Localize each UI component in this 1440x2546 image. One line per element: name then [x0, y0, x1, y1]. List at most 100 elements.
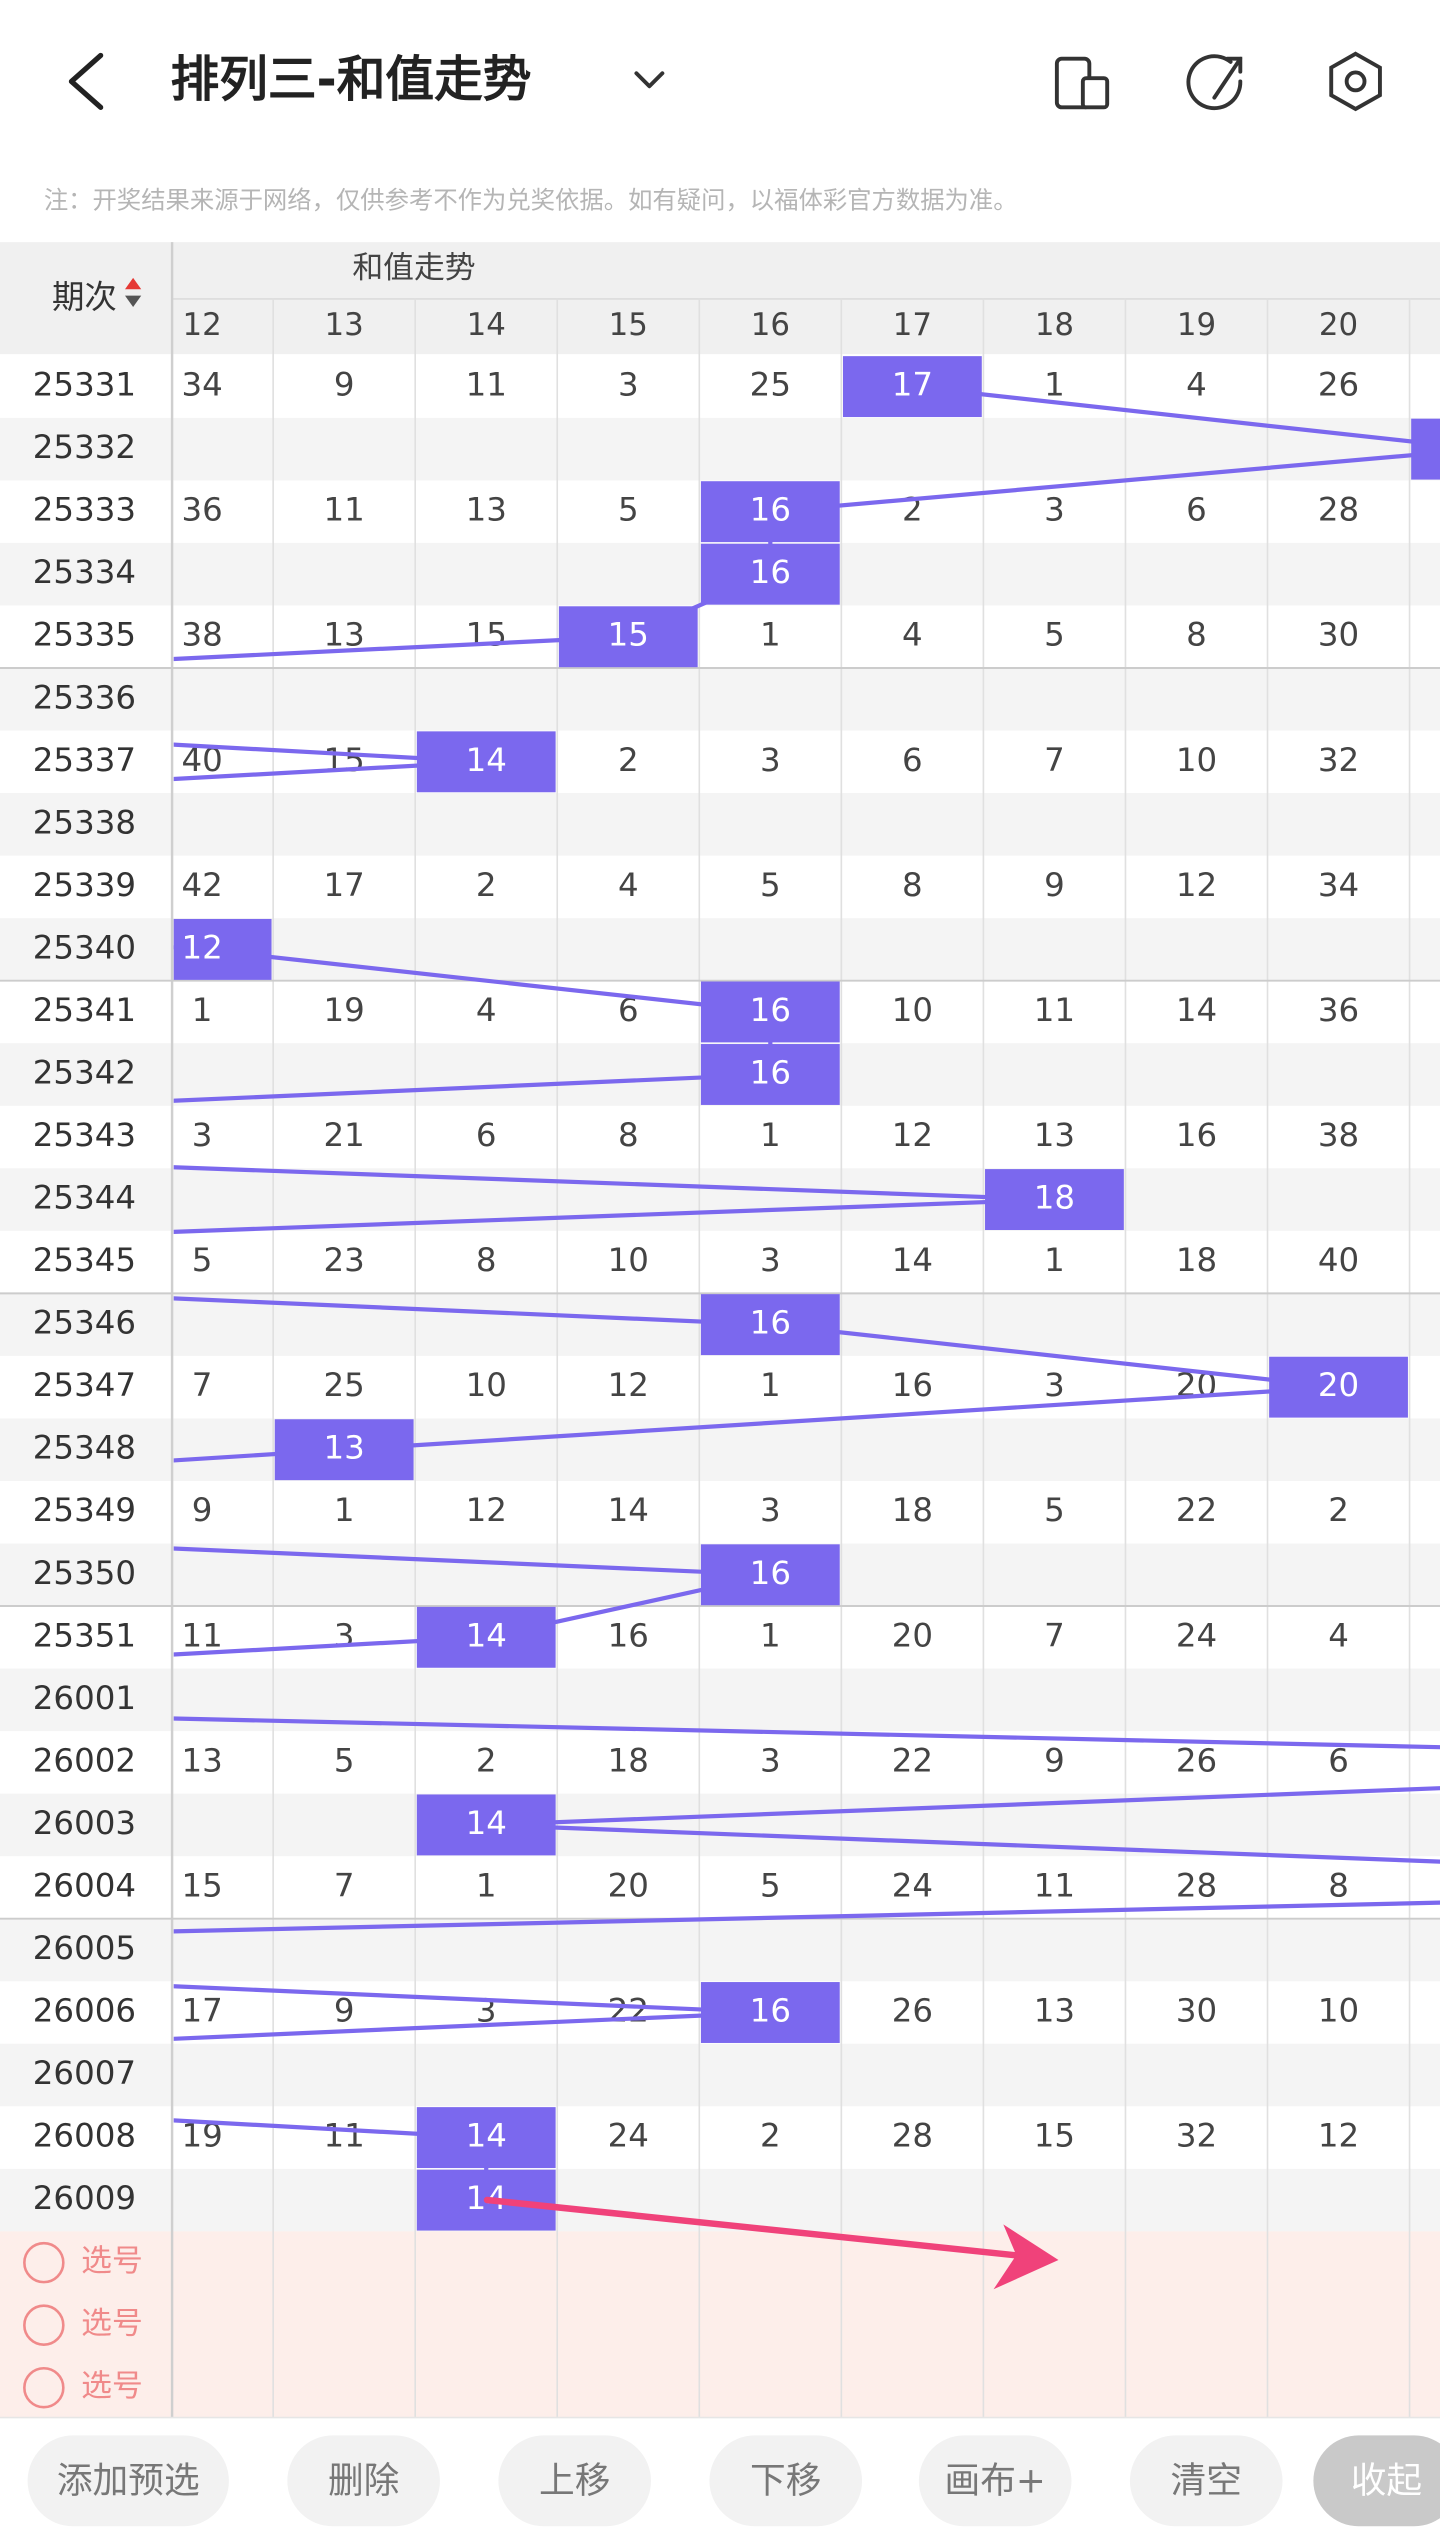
miss-count: 18 — [1176, 1241, 1217, 1279]
miss-count: 3 — [618, 366, 639, 404]
miss-count: 10 — [466, 1366, 507, 1404]
sort-down[interactable] — [125, 295, 142, 308]
miss-count: 9 — [1044, 866, 1065, 904]
miss-count: 5 — [1044, 616, 1065, 654]
action-button-label[interactable]: 添加预选 — [57, 2460, 200, 2501]
action-button[interactable] — [709, 2435, 863, 2527]
trend-segment — [912, 384, 1440, 447]
draw-arrow — [483, 2196, 1018, 2259]
hit-value: 14 — [466, 1616, 507, 1654]
hit-value: 16 — [750, 1053, 791, 1091]
hit-block — [416, 1606, 556, 1668]
trend-segment — [173, 1447, 345, 1463]
miss-count: 15 — [181, 1866, 222, 1904]
miss-count: 10 — [608, 1241, 649, 1279]
hit-value: 14 — [466, 2117, 507, 2155]
hit-block — [416, 2107, 556, 2169]
miss-count: 1 — [476, 1866, 497, 1904]
action-button-label[interactable]: 上移 — [539, 2460, 610, 2501]
action-button-label[interactable]: 删除 — [328, 2460, 399, 2501]
sort-up[interactable] — [125, 277, 142, 290]
back-button[interactable] — [68, 52, 104, 110]
hit-block — [700, 543, 840, 605]
action-button-label[interactable]: 画布+ — [945, 2460, 1046, 2501]
miss-count: 25 — [324, 1366, 365, 1404]
hit-block — [416, 731, 556, 793]
row-stripe — [0, 1918, 1440, 1982]
trend-segment — [173, 2010, 771, 2041]
action-button-label[interactable]: 收起 — [1351, 2460, 1422, 2501]
action-button[interactable] — [498, 2435, 652, 2527]
miss-count: 8 — [618, 1116, 639, 1154]
action-button[interactable] — [27, 2435, 229, 2527]
miss-count: 22 — [892, 1741, 933, 1779]
miss-count: 3 — [1044, 491, 1065, 529]
action-button[interactable] — [287, 2435, 440, 2527]
miss-count: 8 — [1328, 1866, 1349, 1904]
trend-segment — [173, 1072, 771, 1103]
miss-count: 14 — [892, 1241, 933, 1279]
miss-count: 7 — [334, 1866, 355, 1904]
action-button[interactable] — [1313, 2435, 1440, 2527]
miss-count: 18 — [892, 1491, 933, 1529]
miss-count: 20 — [892, 1616, 933, 1654]
title-dropdown[interactable] — [634, 71, 665, 89]
page-title: 排列三-和值走势 — [170, 52, 531, 108]
miss-count: 36 — [181, 491, 222, 529]
period: 25339 — [33, 866, 136, 904]
miss-count: 16 — [608, 1616, 649, 1654]
hit-value: 15 — [608, 616, 649, 654]
trend-segment — [173, 634, 629, 662]
hit-block — [700, 1544, 840, 1606]
action-button[interactable] — [1129, 2435, 1283, 2527]
miss-count: 16 — [892, 1366, 933, 1404]
action-button-label[interactable]: 清空 — [1171, 2460, 1242, 2501]
trend-segment — [486, 1822, 1440, 1864]
miss-count: 1 — [760, 1116, 781, 1154]
miss-count: 22 — [608, 1992, 649, 2030]
hit-block — [700, 981, 840, 1043]
hit-value: 18 — [1034, 1179, 1075, 1217]
hit-block — [1411, 418, 1440, 480]
miss-count: 3 — [760, 741, 781, 779]
miss-count: 11 — [1034, 1866, 1075, 1904]
column-header: 19 — [1177, 307, 1216, 343]
pick-toggle[interactable] — [23, 2304, 65, 2346]
period: 25337 — [33, 741, 136, 779]
miss-count: 25 — [750, 366, 791, 404]
share-icon[interactable] — [1186, 54, 1243, 111]
period: 25341 — [33, 991, 136, 1029]
miss-count: 26 — [1318, 366, 1359, 404]
miss-count: 2 — [1328, 1491, 1349, 1529]
pick-toggle[interactable] — [23, 2366, 65, 2409]
row-stripe — [0, 417, 1440, 481]
miss-count: 15 — [1034, 2117, 1075, 2155]
miss-count: 5 — [618, 491, 639, 529]
trend-segment — [173, 1296, 771, 1327]
period: 25343 — [33, 1116, 136, 1154]
period: 26007 — [33, 2054, 136, 2092]
action-button-label[interactable]: 下移 — [750, 2460, 821, 2501]
hit-value: 17 — [892, 366, 933, 404]
row-stripe — [0, 1418, 1440, 1481]
miss-count: 1 — [1044, 1241, 1065, 1279]
miss-count: 2 — [760, 2117, 781, 2155]
trend-segment — [201, 947, 771, 1015]
miss-count: 26 — [1176, 1741, 1217, 1779]
miss-count: 16 — [1176, 1116, 1217, 1154]
pick-label: 选号 — [81, 2243, 143, 2279]
hit-block — [985, 1169, 1124, 1231]
disclaimer-note: 注：开奖结果来源于网络，仅供参考不作为兑奖依据。如有疑问，以福体彩官方数据为准。 — [44, 186, 1018, 215]
miss-count: 26 — [892, 1992, 933, 2030]
device-icon[interactable] — [1054, 56, 1110, 110]
pick-toggle[interactable] — [23, 2241, 65, 2284]
hit-block — [1269, 1356, 1408, 1418]
miss-count: 7 — [1044, 741, 1065, 779]
period: 25349 — [33, 1491, 136, 1529]
miss-count: 6 — [476, 1116, 497, 1154]
miss-count: 17 — [324, 866, 365, 904]
settings-icon[interactable] — [1329, 51, 1382, 112]
miss-count: 30 — [1176, 1992, 1217, 2030]
miss-count: 1 — [760, 616, 781, 654]
action-button[interactable] — [918, 2435, 1072, 2527]
